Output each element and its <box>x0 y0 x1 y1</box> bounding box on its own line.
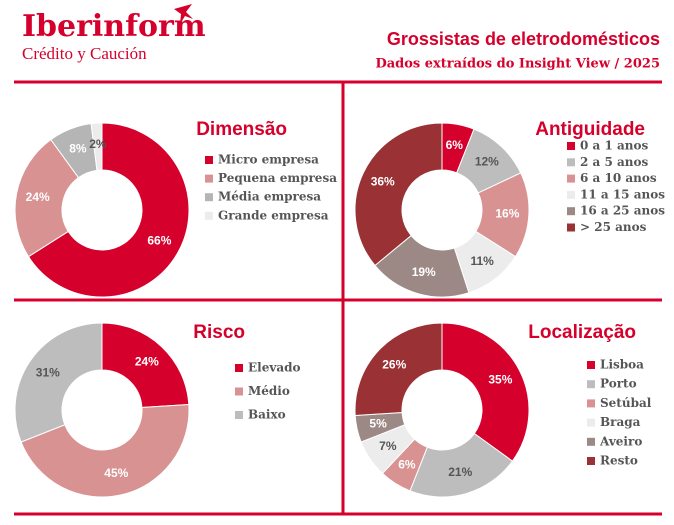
donut-segment <box>20 404 190 498</box>
data-label: 7% <box>379 439 397 453</box>
data-label: 21% <box>448 465 472 479</box>
data-label: 12% <box>475 154 499 168</box>
legend-swatch <box>205 156 213 164</box>
legend-label: 2 a 5 anos <box>580 155 649 169</box>
legend-swatch <box>567 190 575 199</box>
data-label: 8% <box>69 141 87 155</box>
donut-segment <box>14 138 80 258</box>
data-label: 19% <box>412 265 436 279</box>
dividers <box>14 80 662 516</box>
donut-segment <box>27 122 190 298</box>
data-label: 31% <box>36 365 60 379</box>
data-label: 35% <box>488 372 512 386</box>
legend-label: Porto <box>600 377 637 391</box>
legend-label: 0 a 1 anos <box>580 139 649 153</box>
legend-label: Grande empresa <box>218 208 329 222</box>
legend-swatch <box>567 207 575 216</box>
data-label: 16% <box>495 206 519 220</box>
donut-segment <box>441 322 530 462</box>
donut-segment <box>90 122 103 171</box>
legend-swatch <box>205 193 213 202</box>
legend-swatch <box>587 457 595 465</box>
legend-swatch <box>587 399 595 408</box>
data-label: 45% <box>104 466 128 480</box>
page-subtitle: Dados extraídos do Insight View / 2025 <box>375 57 660 72</box>
legend-swatch <box>567 142 575 150</box>
legend-label: Resto <box>600 454 638 468</box>
data-label: 26% <box>382 357 406 371</box>
page-title: Grossistas de eletrodomésticos <box>387 29 660 49</box>
legend-swatch <box>567 223 575 232</box>
legend-label: Médio <box>248 384 290 398</box>
data-label: 24% <box>26 190 50 204</box>
legend-label: 16 a 25 anos <box>580 204 665 218</box>
chart-title: Localização <box>528 322 636 343</box>
logo-plane <box>174 4 193 24</box>
data-label: 36% <box>371 174 395 188</box>
data-label: 5% <box>369 416 387 430</box>
data-label: 24% <box>135 354 159 368</box>
data-label: 66% <box>147 234 171 248</box>
legend-label: Elevado <box>248 361 300 375</box>
legend-swatch <box>587 380 595 389</box>
legend-label: > 25 anos <box>580 220 647 234</box>
legend-label: 6 a 10 anos <box>580 171 657 185</box>
donut-segment <box>354 122 443 267</box>
legend-swatch <box>587 437 595 446</box>
legend-swatch <box>235 411 243 419</box>
chart-title: Risco <box>193 322 245 343</box>
donut-segment <box>14 322 103 443</box>
donut-segment <box>354 322 443 416</box>
legend-swatch <box>587 418 595 427</box>
legend-label: Média empresa <box>218 190 321 204</box>
data-label: 6% <box>446 138 464 152</box>
legend-swatch <box>205 174 213 183</box>
legend-swatch <box>567 174 575 183</box>
legend-label: Aveiro <box>599 434 642 448</box>
chart-title: Antiguidade <box>535 119 645 140</box>
legend-label: Lisboa <box>600 358 644 372</box>
legend-swatch <box>205 211 213 220</box>
legend-label: Baixo <box>248 408 286 422</box>
data-label: 2% <box>89 137 107 151</box>
legend-swatch <box>235 387 243 396</box>
legend-label: Micro empresa <box>218 153 319 167</box>
chart-title: Dimensão <box>196 119 287 140</box>
legend-swatch <box>235 364 243 372</box>
legend-label: Braga <box>600 415 641 429</box>
data-label: 6% <box>398 457 416 471</box>
data-label: 11% <box>470 254 494 268</box>
legend-label: Setúbal <box>600 396 652 410</box>
tagline: Crédito y Caución <box>22 44 147 63</box>
logo: Iberinform <box>22 9 206 44</box>
legend-label: 11 a 15 anos <box>580 187 665 201</box>
legend-swatch <box>567 158 575 167</box>
legend-label: Pequena empresa <box>218 171 337 185</box>
legend-swatch <box>587 361 595 369</box>
donut-segment <box>101 322 190 409</box>
